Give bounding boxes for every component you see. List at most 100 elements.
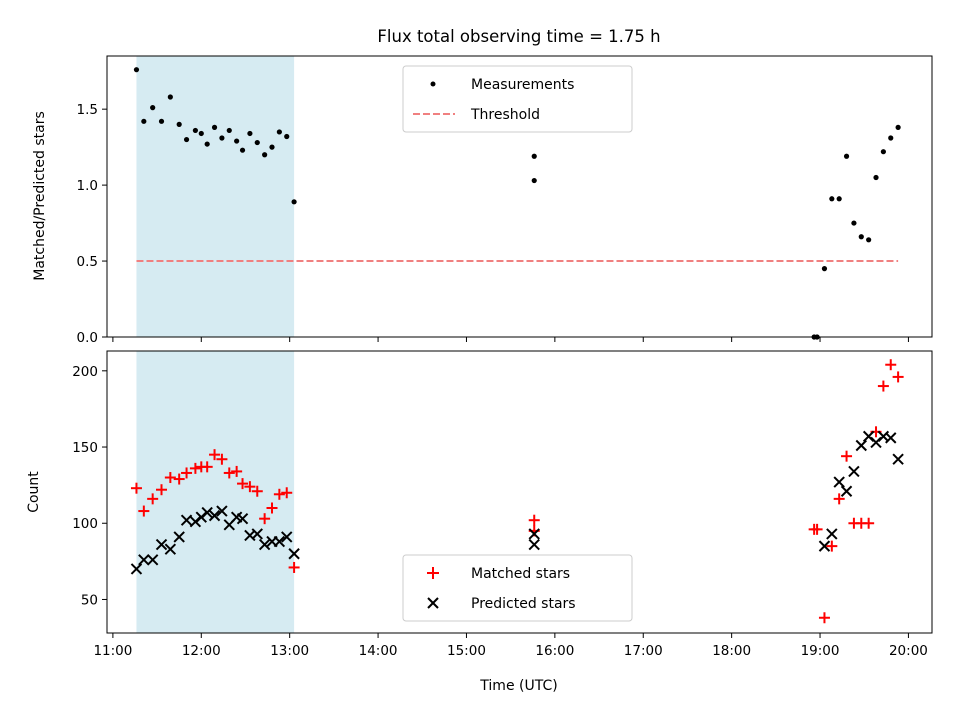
- measurement-point: [836, 196, 842, 202]
- predicted-star-point: [164, 543, 177, 555]
- top-y-axis-label: Matched/Predicted stars: [32, 111, 48, 281]
- x-tick-label: 19:00: [801, 643, 840, 659]
- matched-star-point: [181, 467, 193, 479]
- matched-star-point: [138, 505, 150, 517]
- measurement-point: [829, 196, 835, 202]
- top-data-marks: [133, 67, 901, 340]
- matched-star-point: [259, 513, 271, 525]
- measurement-point: [239, 147, 246, 153]
- bottom-legend: Matched stars Predicted stars: [402, 554, 633, 622]
- x-tick-label: 12:00: [182, 643, 221, 659]
- measurement-point: [262, 152, 268, 158]
- matched-star-point: [266, 502, 278, 514]
- matched-star-point: [201, 461, 213, 473]
- predicted-star-point: [855, 439, 867, 452]
- x-tick-label: 13:00: [270, 643, 309, 659]
- measurement-point: [866, 237, 872, 243]
- matched-star-point: [863, 517, 875, 529]
- x-tick-label: 17:00: [624, 643, 663, 659]
- matched-star-point: [281, 487, 293, 499]
- legend-measurements-marker: [430, 81, 436, 87]
- y-tick-label: 150: [72, 440, 98, 456]
- legend-threshold-label: Threshold: [470, 107, 540, 123]
- x-tick-label: 18:00: [712, 643, 751, 659]
- predicted-star-point: [840, 485, 853, 497]
- bottom-y-axis-label: Count: [26, 471, 42, 513]
- top-legend-box: [402, 65, 633, 133]
- x-tick-label: 11:00: [93, 643, 132, 659]
- measurement-point: [895, 124, 901, 130]
- matched-star-point: [818, 612, 830, 624]
- measurement-point: [276, 129, 282, 135]
- measurement-point: [167, 94, 173, 100]
- measurement-point: [133, 67, 140, 73]
- measurement-point: [141, 118, 147, 124]
- predicted-star-point: [216, 505, 228, 517]
- x-tick-label: 16:00: [535, 643, 574, 659]
- x-axis-label: Time (UTC): [479, 678, 557, 694]
- y-tick-label: 200: [72, 364, 98, 380]
- predicted-star-point: [138, 554, 150, 566]
- measurement-point: [880, 149, 886, 155]
- top-x-ticks: [112, 337, 909, 342]
- matched-star-point: [528, 514, 540, 526]
- measurement-point: [888, 135, 894, 141]
- y-tick-label: 1.5: [77, 102, 98, 118]
- predicted-star-point: [833, 476, 845, 488]
- x-tick-label: 14:00: [359, 643, 398, 659]
- predicted-star-point: [236, 512, 249, 525]
- measurement-point: [183, 136, 190, 143]
- predicted-star-point: [146, 554, 159, 566]
- predicted-star-point: [892, 453, 904, 465]
- predicted-star-point: [130, 563, 143, 575]
- matched-star-point: [156, 484, 168, 496]
- predicted-star-point: [288, 548, 300, 560]
- matched-star-point: [231, 465, 243, 477]
- predicted-star-point: [281, 531, 293, 543]
- matched-star-point: [877, 380, 889, 392]
- matched-star-point: [251, 485, 263, 497]
- matched-star-point: [189, 462, 201, 474]
- matched-star-point: [244, 481, 256, 493]
- matched-star-point: [288, 561, 300, 573]
- bottom-y-ticks: 50 100 150 200: [72, 364, 107, 608]
- measurement-point: [843, 153, 850, 159]
- matched-star-point: [826, 540, 838, 552]
- top-y-ticks: 0.0 0.5 1.0 1.5: [77, 102, 107, 346]
- matched-star-point: [833, 493, 845, 505]
- x-tick-label: 15:00: [447, 643, 486, 659]
- measurement-point: [176, 121, 182, 127]
- matched-star-point: [841, 450, 853, 462]
- matched-star-point: [885, 359, 897, 371]
- measurement-point: [192, 127, 198, 134]
- measurement-point: [291, 199, 297, 205]
- predicted-star-point: [258, 538, 271, 551]
- measurement-point: [858, 234, 864, 240]
- bottom-data-marks: [130, 359, 904, 624]
- predicted-star-point: [818, 540, 831, 552]
- y-tick-label: 0.0: [77, 330, 98, 346]
- bottom-plot-frame: [106, 350, 933, 634]
- matched-star-point: [216, 453, 228, 465]
- matched-star-point: [892, 371, 904, 383]
- predicted-star-point: [155, 538, 168, 551]
- legend-measurements-label: Measurements: [471, 77, 574, 93]
- predicted-star-point: [826, 528, 838, 540]
- predicted-star-point: [848, 465, 860, 478]
- predicted-star-point: [273, 535, 286, 548]
- observing-time-span: [136, 351, 295, 633]
- matched-star-point: [811, 523, 823, 535]
- y-tick-label: 0.5: [77, 254, 98, 270]
- y-tick-label: 100: [72, 516, 98, 532]
- measurement-point: [254, 139, 260, 146]
- x-tick-label: 20:00: [889, 643, 928, 659]
- legend-predicted-marker: [427, 597, 439, 609]
- y-tick-label: 50: [81, 592, 98, 608]
- matched-star-point: [147, 493, 159, 505]
- measurement-point: [269, 144, 275, 150]
- measurement-point: [150, 105, 156, 111]
- measurement-point: [247, 130, 253, 137]
- predicted-star-point: [528, 528, 540, 540]
- predicted-star-point: [528, 538, 540, 551]
